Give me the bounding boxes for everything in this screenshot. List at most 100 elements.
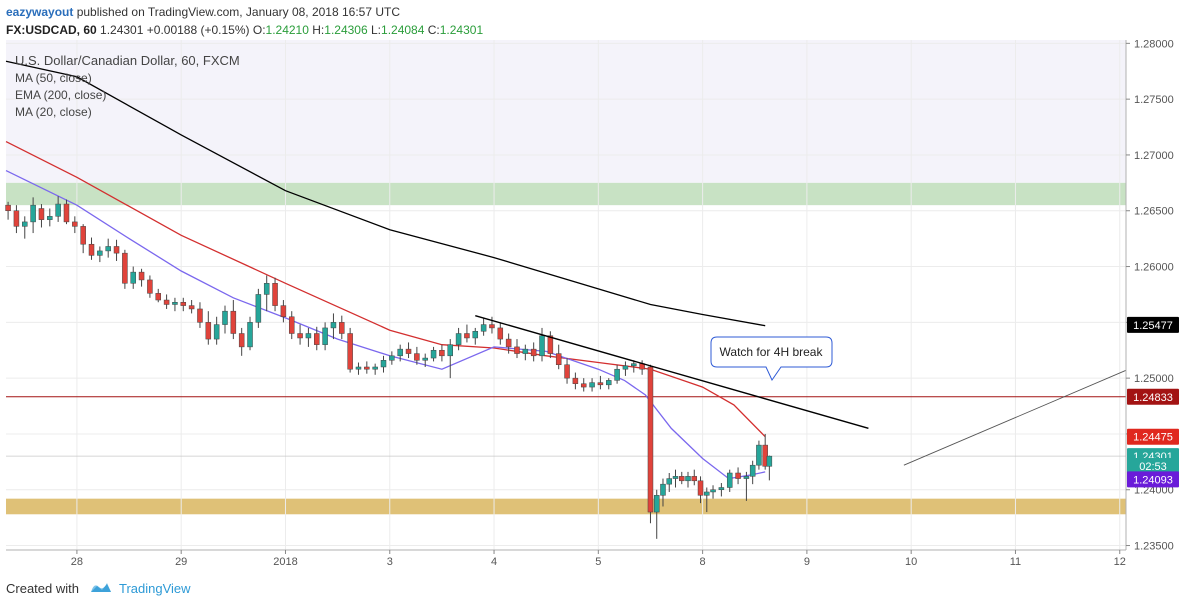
candle-body xyxy=(766,455,773,467)
y-tick-label: 1.26000 xyxy=(1134,262,1174,274)
candle-body xyxy=(80,226,86,245)
candle-body xyxy=(480,324,487,332)
candle-body xyxy=(280,305,287,318)
footer: Created with TradingView xyxy=(6,580,191,597)
price-label-box xyxy=(1127,471,1179,488)
candle-body xyxy=(322,327,328,345)
tradingview-link[interactable]: TradingView xyxy=(118,581,191,596)
high-value: 1.24306 xyxy=(324,23,368,37)
trendline xyxy=(903,369,1127,466)
candle-body xyxy=(113,246,120,254)
candle-body xyxy=(464,333,470,339)
candle-body xyxy=(691,476,698,482)
candle-body xyxy=(710,489,716,493)
y-tick-label: 1.23500 xyxy=(1134,541,1174,553)
series-line xyxy=(5,141,766,438)
candle-body xyxy=(180,302,187,306)
y-tick-label: 1.24000 xyxy=(1134,485,1174,497)
series-line xyxy=(5,170,766,480)
candle-body xyxy=(660,483,666,496)
price-label-text: 1.24093 xyxy=(1133,474,1173,486)
candle-body xyxy=(197,308,203,323)
candle-body xyxy=(666,478,672,485)
candle-body xyxy=(347,333,353,370)
annotation-callout[interactable]: Watch for 4H break xyxy=(710,336,833,382)
callout-text: Watch for 4H break xyxy=(720,345,824,359)
candle-body xyxy=(380,360,387,368)
candle-body xyxy=(205,322,212,340)
candle-body xyxy=(155,293,162,301)
callout-bubble xyxy=(710,336,833,382)
candle-body xyxy=(672,476,679,479)
y-tick-label: 1.27000 xyxy=(1134,150,1174,162)
published-info: published on TradingView.com, January 08… xyxy=(76,5,401,19)
candle-body xyxy=(38,208,45,220)
legend-ma20: MA (20, close) xyxy=(15,105,92,119)
close-label: C: xyxy=(427,23,440,37)
candle-body xyxy=(514,346,520,354)
upper-shade xyxy=(6,40,1126,183)
y-tick-label: 1.28000 xyxy=(1134,38,1174,50)
candle-body xyxy=(735,472,741,479)
candle-body xyxy=(372,366,378,370)
last-price: 1.24301 xyxy=(100,23,144,37)
candle-body xyxy=(47,216,53,220)
candle-body xyxy=(63,203,70,223)
close-value: 1.24301 xyxy=(439,23,484,37)
y-tick-label: 1.26500 xyxy=(1134,206,1174,218)
x-tick-label: 29 xyxy=(175,556,187,568)
candle-body xyxy=(97,250,103,256)
x-tick-label: 10 xyxy=(905,556,917,568)
x-tick-label: 4 xyxy=(491,556,497,568)
candle-body xyxy=(122,252,128,284)
candle-body xyxy=(389,355,395,361)
price-label-box xyxy=(1127,316,1179,333)
candle-body xyxy=(430,349,437,359)
candle-body xyxy=(685,476,691,482)
x-tick-label: 11 xyxy=(1010,556,1021,568)
candle-body xyxy=(147,279,153,294)
candle-body xyxy=(288,316,295,334)
candle-body xyxy=(522,348,529,354)
candle-body xyxy=(422,357,428,361)
candle-body xyxy=(597,382,604,386)
candle-body xyxy=(105,246,111,252)
y-tick-label: 1.27500 xyxy=(1134,94,1174,106)
candle-body xyxy=(138,271,145,281)
candle-body xyxy=(756,444,762,466)
candle-body xyxy=(272,283,278,306)
candle-body xyxy=(539,335,545,357)
candle-body xyxy=(762,444,768,467)
candle-body xyxy=(530,348,537,357)
candle-body xyxy=(30,204,36,223)
candle-body xyxy=(263,283,270,295)
candle-body xyxy=(749,464,756,477)
candle-body xyxy=(718,487,725,490)
candle-body xyxy=(72,221,78,227)
candle-body xyxy=(631,363,637,367)
x-tick-label: 12 xyxy=(1114,556,1126,568)
candle-body xyxy=(213,324,220,340)
candle-body xyxy=(172,302,178,305)
author-link[interactable]: eazywayout xyxy=(6,5,74,19)
x-tick-label: 2018 xyxy=(273,556,297,568)
candle-body xyxy=(489,324,495,329)
candle-body xyxy=(405,348,412,354)
candle-body xyxy=(297,333,303,339)
candle-body xyxy=(88,243,95,256)
candle-body xyxy=(555,353,562,365)
candle-body xyxy=(606,380,612,386)
price-label-box xyxy=(1127,457,1179,474)
x-tick-label: 5 xyxy=(595,556,601,568)
candle-body xyxy=(653,495,660,513)
created-with-text: Created with xyxy=(6,581,79,596)
y-tick-label: 1.25000 xyxy=(1134,373,1174,385)
candle-body xyxy=(364,366,370,370)
candle-body xyxy=(697,480,704,496)
candle-body xyxy=(439,349,445,357)
legend-ema200: EMA (200, close) xyxy=(15,88,106,102)
candle-body xyxy=(188,305,195,310)
candle-body xyxy=(255,294,262,323)
